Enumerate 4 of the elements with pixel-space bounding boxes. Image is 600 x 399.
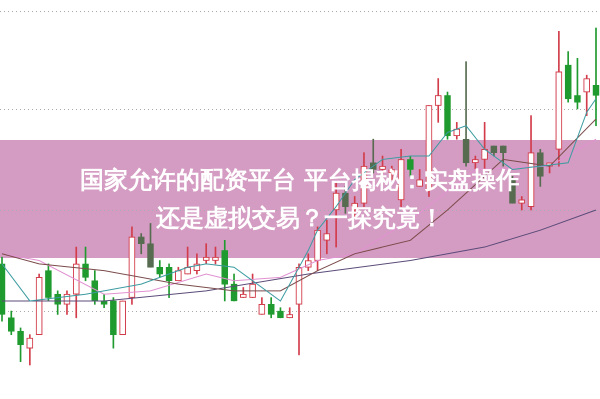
candlestick [592, 28, 600, 126]
candlestick [574, 58, 581, 110]
candlestick [212, 246, 219, 264]
candlestick [462, 61, 470, 166]
